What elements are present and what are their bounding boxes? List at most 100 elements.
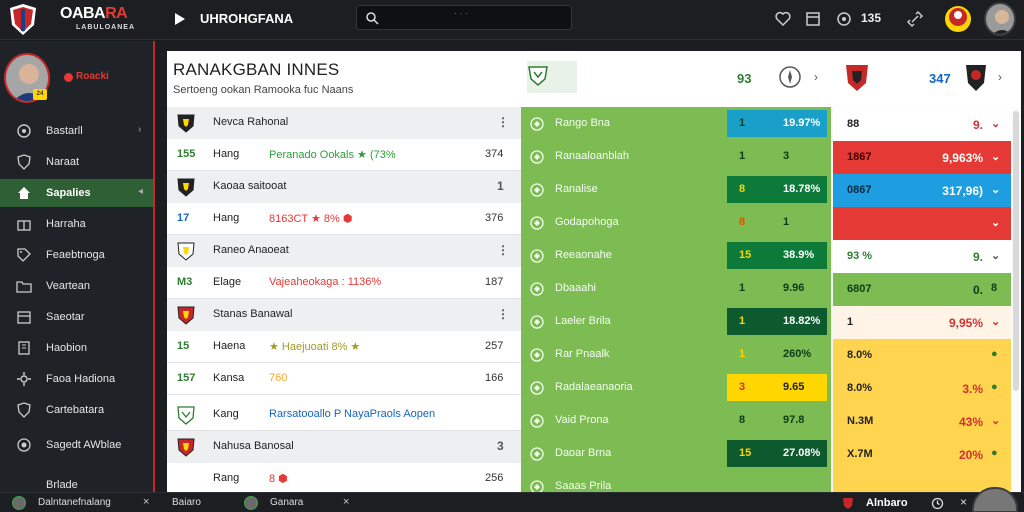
odds-value[interactable]: 9.65 — [783, 381, 805, 393]
match-header-row[interactable]: Raneo Anaoeat ⋮ — [167, 235, 521, 267]
link-icon[interactable] — [906, 10, 924, 28]
match-detail-row[interactable]: 15 Haena ★ Haejuoati 8% ★ 257 — [167, 331, 521, 363]
odds-row[interactable]: Laeler Brila 1 18.82% — [521, 305, 831, 338]
odds-value[interactable]: 18.82% — [783, 315, 821, 327]
odds-cell-row[interactable]: X.7M 20% ● — [833, 438, 1011, 471]
odds-row[interactable]: Daoar Brna 15 27.08% — [521, 437, 831, 470]
sidebar-profile[interactable]: 24 Roacki — [0, 41, 153, 113]
user-avatar[interactable] — [984, 2, 1016, 36]
odds-price[interactable]: 3.% — [962, 382, 983, 396]
odds-price[interactable]: 0. — [972, 283, 983, 297]
odds-row[interactable]: Rar Pnaalk 1 260% — [521, 338, 831, 371]
heart-icon[interactable] — [774, 10, 792, 28]
odds-value[interactable]: 19.97% — [783, 117, 821, 129]
scrollbar[interactable] — [1013, 111, 1019, 391]
club-badge-icon[interactable] — [844, 63, 870, 93]
sidebar-item[interactable]: Naraat — [0, 148, 153, 176]
close-icon[interactable]: × — [960, 495, 968, 509]
tab-label[interactable]: Baiaro — [172, 497, 201, 508]
chevron-down-icon[interactable]: ⌄ — [991, 151, 1001, 163]
chevron-down-icon[interactable]: 8 — [991, 282, 998, 294]
odds-cell-row[interactable]: 0867 317,96) ⌄ — [833, 174, 1011, 207]
odds-cell-row[interactable]: 6807 0. 8 — [833, 273, 1011, 306]
odds-price[interactable]: 43% — [958, 415, 983, 429]
row-menu[interactable]: 1 — [497, 179, 504, 193]
odds-value[interactable]: 97.8 — [783, 414, 805, 426]
odds-price[interactable]: 20% — [958, 448, 983, 462]
odds-value[interactable]: 1 — [783, 216, 790, 228]
match-detail-row[interactable]: M3 Elage Vajeaheokaga : 1136% 187 — [167, 267, 521, 299]
odds-row[interactable]: Rango Bna 1 19.97% — [521, 107, 831, 140]
market-value[interactable]: 760 — [269, 372, 288, 384]
odds-row[interactable]: Radalaeanaoria 3 9.65 — [521, 371, 831, 404]
odds-value[interactable]: 9.96 — [783, 282, 805, 294]
chevron-down-icon[interactable]: ⌄ — [991, 316, 1001, 328]
match-detail-row[interactable]: Kang Rarsatooallo P NayaPraols Aopen — [167, 399, 521, 431]
search-input[interactable] — [356, 5, 572, 30]
odds-cell-row[interactable]: 8.0% ● — [833, 339, 1011, 372]
match-header-row[interactable]: Nevca Rahonal ⋮ — [167, 107, 521, 139]
odds-row[interactable]: Saaas Prila — [521, 470, 831, 503]
crest-icon[interactable] — [527, 65, 549, 87]
odds-row[interactable]: Dbaaahi 1 9.96 — [521, 272, 831, 305]
sidebar-item[interactable]: Faoa Hadiona — [0, 365, 153, 393]
match-header-row[interactable]: Stanas Banawal ⋮ — [167, 299, 521, 331]
sidebar-item[interactable]: Haobion — [0, 334, 153, 362]
market-value[interactable]: ★ Haejuoati 8% ★ — [269, 341, 361, 353]
match-detail-row[interactable]: Rang 8 ⬢ 256 — [167, 463, 521, 495]
app-name[interactable]: Alnbaro — [866, 497, 908, 509]
match-header-row[interactable]: Nahusa Banosal 3 — [167, 431, 521, 463]
odds-value[interactable]: 18.78% — [783, 183, 821, 195]
sidebar-item[interactable]: Feaebtnoga — [0, 241, 153, 269]
sidebar-item[interactable]: Cartebatara — [0, 396, 153, 424]
chevron-down-icon[interactable]: ⌄ — [991, 217, 1001, 229]
chevron-right-icon[interactable]: › — [998, 70, 1002, 84]
close-icon[interactable]: × — [343, 496, 350, 508]
match-detail-row[interactable]: 155 Hang Peranado Ookals ★ (73% 374 — [167, 139, 521, 171]
odds-price[interactable]: 9. — [972, 250, 983, 264]
tab-label[interactable]: Dalntanefnalang — [38, 497, 111, 508]
odds-price[interactable]: 9,963% — [942, 151, 983, 165]
market-value[interactable]: 8163CT ★ 8% ⬢ — [269, 213, 353, 225]
odds-price[interactable]: 9. — [972, 118, 983, 132]
match-detail-row[interactable]: 157 Kansa 760 166 — [167, 363, 521, 395]
sidebar-item[interactable]: Saeotar — [0, 303, 153, 331]
odds-value[interactable]: 38.9% — [783, 249, 815, 261]
match-header-row[interactable]: Kaoaa saitooat 1 — [167, 171, 521, 203]
odds-row[interactable]: Ranalise 8 18.78% — [521, 173, 831, 206]
market-value[interactable]: Peranado Ookals ★ (73% — [269, 149, 396, 161]
odds-price[interactable]: 317,96) — [942, 184, 983, 198]
sidebar-footer-label[interactable]: Brlade — [46, 479, 78, 491]
tab-label[interactable]: Ganara — [270, 497, 304, 508]
compass-icon[interactable] — [778, 65, 802, 89]
close-icon[interactable]: × — [143, 496, 150, 508]
chevron-down-icon[interactable]: ● — [991, 447, 998, 459]
odds-value[interactable]: 260% — [783, 348, 812, 360]
odds-value[interactable]: 27.08% — [783, 447, 821, 459]
market-value[interactable]: Rarsatooallo P NayaPraols Aopen — [269, 408, 436, 420]
chevron-down-icon[interactable]: ⌄ — [991, 118, 1001, 130]
sidebar-item[interactable]: Sapalies ◂ — [0, 179, 153, 207]
search-options[interactable]: · · · — [454, 8, 468, 18]
chevron-right-icon[interactable]: › — [814, 70, 818, 84]
sidebar-item[interactable]: Bastarll › — [0, 117, 153, 145]
row-menu[interactable]: ⋮ — [497, 115, 509, 129]
odds-row[interactable]: Godapohoga 8 1 — [521, 206, 831, 239]
row-menu[interactable]: 3 — [497, 439, 504, 453]
match-detail-row[interactable]: 17 Hang 8163CT ★ 8% ⬢ 376 — [167, 203, 521, 235]
clock-icon[interactable] — [931, 497, 944, 510]
odds-cell-row[interactable]: 88 9. ⌄ — [833, 108, 1011, 141]
odds-cell-row[interactable]: 8.0% 3.% ● — [833, 372, 1011, 405]
odds-price[interactable]: 9,95% — [948, 316, 983, 330]
row-menu[interactable]: ⋮ — [497, 243, 509, 257]
chevron-down-icon[interactable]: ⌄ — [991, 415, 1001, 427]
odds-cell-row[interactable]: ⌄ — [833, 207, 1011, 240]
row-menu[interactable]: ⋮ — [497, 307, 509, 321]
sidebar-item[interactable]: Veartean — [0, 272, 153, 300]
odds-cell-row[interactable]: 1867 9,963% ⌄ — [833, 141, 1011, 174]
sidebar-item[interactable]: Harraha — [0, 210, 153, 238]
chevron-down-icon[interactable]: ● — [991, 348, 998, 360]
club-badge-icon[interactable] — [943, 4, 973, 34]
odds-row[interactable]: Reeaonahe 15 38.9% — [521, 239, 831, 272]
soccer-ball-icon[interactable] — [835, 10, 853, 28]
